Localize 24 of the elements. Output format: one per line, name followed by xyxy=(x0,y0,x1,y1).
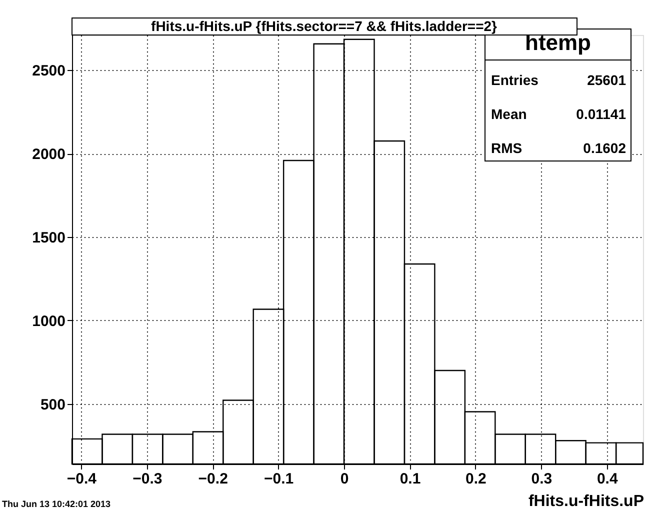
annotation: 0.1602 xyxy=(583,140,626,156)
chart-title: fHits.u-fHits.uP {fHits.sector==7 && fHits.ladder==2} xyxy=(151,18,498,34)
x-tick-label: 0.4 xyxy=(596,470,618,488)
annotation: htemp xyxy=(525,30,591,55)
x-tick-label: 0 xyxy=(340,470,349,488)
x-tick-label: 0.1 xyxy=(400,470,421,488)
annotation: Entries xyxy=(491,72,539,88)
y-tick-label: 2500 xyxy=(32,62,66,80)
annotation: 0.01141 xyxy=(576,106,626,122)
text: Thu Jun 13 10:42:01 2013 xyxy=(2,499,111,509)
y-tick-label: 1500 xyxy=(32,229,66,246)
x-tick-label: −0.1 xyxy=(264,470,294,488)
annotation: Mean xyxy=(491,106,527,122)
x-tick-label: −0.4 xyxy=(66,470,98,488)
y-tick-label: 1000 xyxy=(32,312,66,330)
x-tick-label: 0.2 xyxy=(466,470,486,488)
x-axis-title: fHits.u-fHits.uP xyxy=(528,493,644,510)
x-tick-label: 0.3 xyxy=(531,470,552,488)
x-tick-label: −0.2 xyxy=(198,470,228,488)
y-tick-label: 2000 xyxy=(32,146,66,164)
annotation: RMS xyxy=(491,140,522,156)
x-tick-label: −0.3 xyxy=(132,470,162,488)
y-tick-label: 500 xyxy=(40,396,66,414)
annotation: 25601 xyxy=(587,72,626,88)
